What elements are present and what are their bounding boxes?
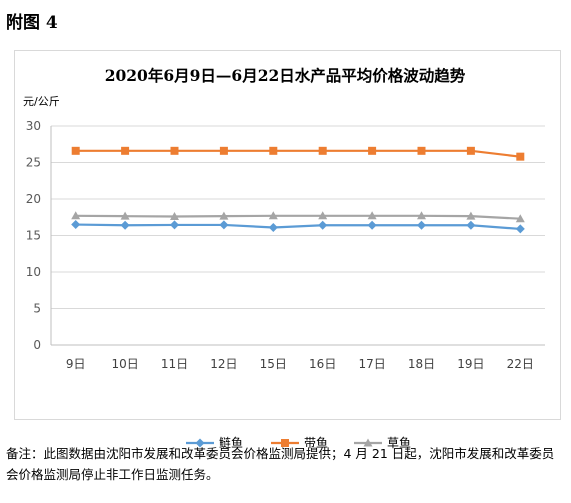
series-1-point [367,220,377,230]
series-3-point [318,211,328,220]
legend-item: 带鱼 [270,432,328,454]
x-tick-label: 19日 [457,357,484,371]
series-3-line [75,214,521,220]
y-tick-label: 15 [26,229,41,243]
y-tick-label: 10 [26,265,41,279]
legend-label: 带鱼 [304,436,329,450]
y-tick-label: 20 [26,192,41,206]
legend-label: 鲢鱼 [219,436,244,450]
x-tick-label: 12日 [210,357,237,371]
x-tick-label: 15日 [260,357,287,371]
series-3-point [417,211,426,220]
series-1-point [71,220,81,230]
series-1-point [120,220,130,230]
series-3-point [515,214,525,223]
figure-label: 附图 4 [6,13,58,33]
y-tick-label: 0 [33,338,41,352]
series-3-point [268,211,278,220]
series-2-line [75,149,521,158]
series-2-point [71,146,80,155]
series-3-point [120,211,130,220]
x-tick-label: 11日 [161,357,188,371]
legend-swatch-icon [354,438,382,447]
y-axis-label: 元/公斤 [23,95,60,108]
legend-label: 草鱼 [387,436,412,450]
chart-legend: 鲢鱼 带鱼 草鱼 [15,432,560,454]
series-1-point [170,220,179,230]
legend-swatch-icon [271,439,299,447]
chart-plot: 元/公斤 0 5 10 15 20 25 30 9日 10日 11日 12日 15日 16日 17日 18日 1… [23,95,545,371]
series-3-point [71,211,81,220]
y-tick-label: 5 [33,302,41,316]
y-tick-label: 25 [26,156,41,170]
legend-item: 草鱼 [353,432,411,454]
series-2-point [269,146,278,155]
series-3-point [170,212,179,221]
series-1-point [417,220,426,230]
series-2-point [368,146,377,155]
series-2-point [466,146,475,155]
series-1-line [75,223,521,231]
series-3-point [219,211,229,220]
series-3-point [466,211,476,220]
x-tick-label: 16日 [309,357,336,371]
series-2-point [318,146,327,155]
series-2-point [417,146,426,155]
x-tick-label: 22日 [507,357,534,371]
x-tick-label: 9日 [66,357,86,371]
series-2-point [170,146,179,155]
series-1-point [268,222,278,232]
chart-frame: 2020年6月9日—6月22日水产品平均价格波动趋势 元/公斤 0 5 10 15 20 2… [14,50,561,450]
x-tick-label: 10日 [111,357,138,371]
legend-swatch-icon [186,438,214,448]
legend-item: 鲢鱼 [185,432,243,454]
x-tick-label: 18日 [408,357,435,371]
series-3-point [367,211,377,220]
series-1-point [318,220,328,230]
chart-title: 2020年6月9日—6月22日水产品平均价格波动趋势 [104,66,466,85]
series-2-point [516,152,525,161]
footnote: 备注：此图数据由沈阳市发展和改革委员会价格监测局提供；4 月 21 日起，沈阳市… [6,446,555,482]
x-tick-label: 17日 [358,357,385,371]
series-2-point [121,146,130,155]
series-1-point [515,224,525,234]
series-2-point [219,146,228,155]
series-1-point [466,220,476,230]
y-tick-label: 30 [26,119,41,133]
series-1-point [219,220,229,230]
